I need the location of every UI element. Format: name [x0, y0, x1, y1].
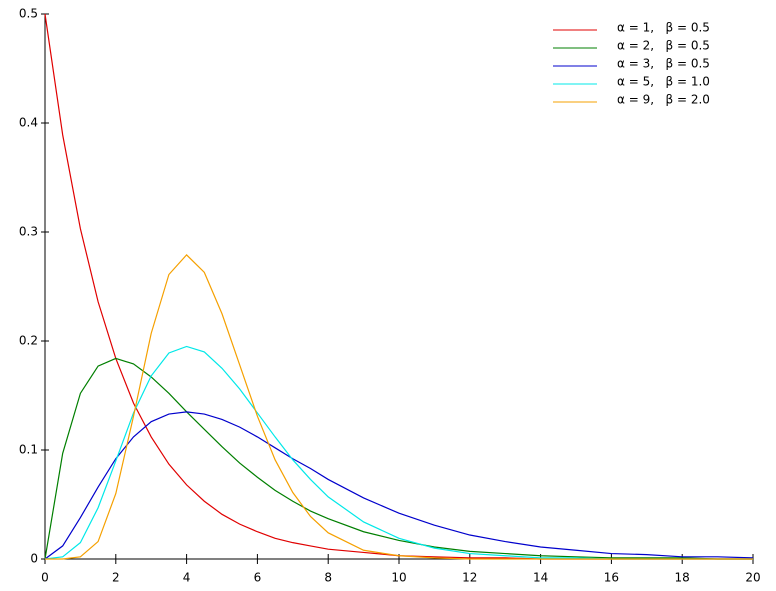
x-tick-label: 6	[254, 571, 262, 585]
y-tick-label: 0.1	[19, 443, 38, 457]
x-tick-label: 18	[675, 571, 690, 585]
y-tick-label: 0.3	[19, 225, 38, 239]
series-line	[44, 345, 753, 560]
x-tick-label: 20	[745, 571, 760, 585]
legend-label: α = 1, β = 0.5	[617, 21, 710, 35]
legend-label: α = 2, β = 0.5	[617, 39, 710, 53]
series-line	[45, 254, 753, 560]
series-line	[44, 357, 753, 560]
y-tick-label: 0	[30, 552, 38, 566]
legend-label: α = 3, β = 0.5	[617, 57, 710, 71]
series-line	[44, 411, 754, 560]
x-tick-label: 0	[41, 571, 49, 585]
legend-label: α = 5, β = 1.0	[617, 75, 710, 89]
x-tick-label: 2	[112, 571, 120, 585]
x-tick-label: 10	[391, 571, 406, 585]
x-tick-label: 8	[324, 571, 332, 585]
legend-label: α = 9, β = 2.0	[617, 93, 710, 107]
y-tick-label: 0.2	[19, 334, 38, 348]
y-tick-label: 0.4	[19, 116, 38, 130]
x-tick-label: 16	[604, 571, 619, 585]
x-tick-label: 14	[533, 571, 548, 585]
y-tick-label: 0.5	[19, 7, 38, 21]
x-tick-label: 12	[462, 571, 477, 585]
x-tick-label: 4	[183, 571, 191, 585]
